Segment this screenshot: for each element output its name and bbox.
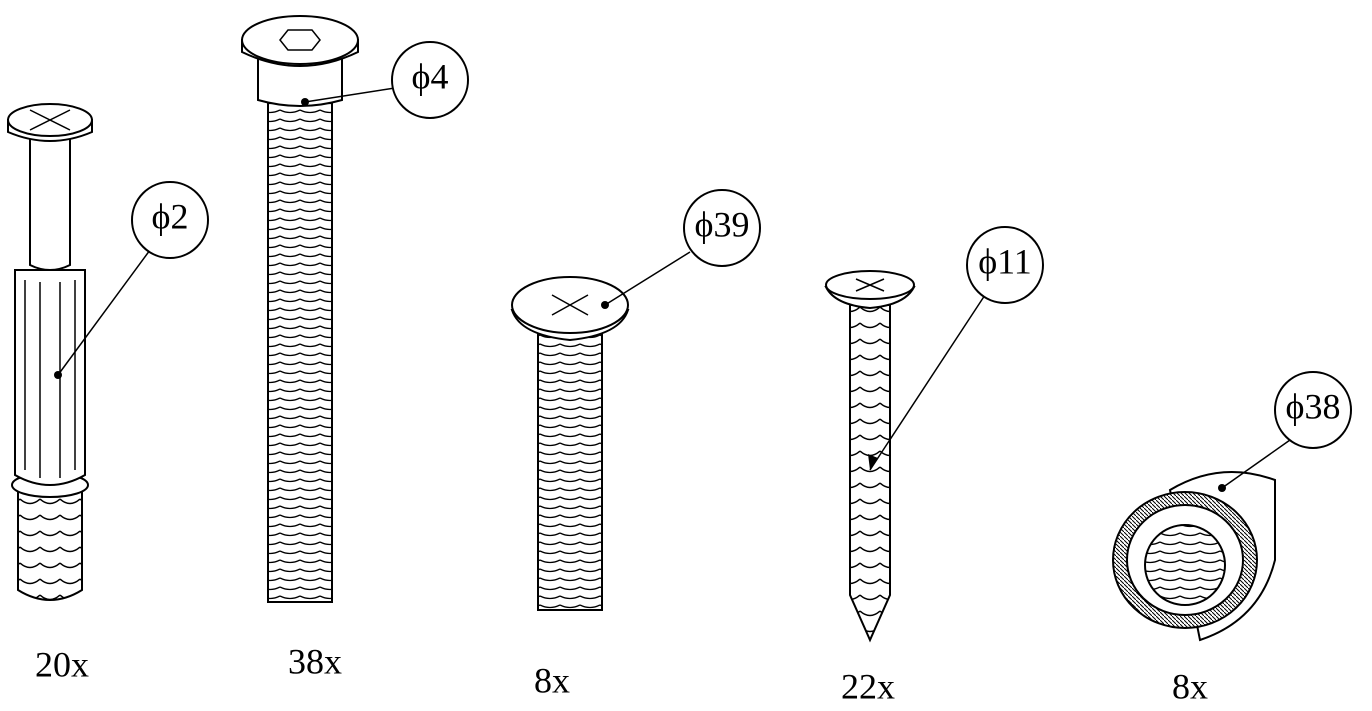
threaded-insert (1112, 471, 1276, 642)
callout-label: ϕ11 (978, 241, 1032, 281)
callouts (54, 41, 1352, 492)
callout-label: ϕ2 (152, 196, 189, 236)
callout-label: ϕ38 (1286, 386, 1341, 426)
cam-dowel (7, 103, 93, 601)
wood-screw (824, 270, 916, 643)
quantity-label: 8x (1172, 666, 1208, 706)
countersunk-bolt (510, 276, 630, 611)
quantity-label: 38x (288, 641, 342, 681)
quantity-label: 8x (534, 660, 570, 700)
quantity-label: 20x (35, 644, 89, 684)
long-bolt (241, 15, 359, 603)
quantity-label: 22x (841, 666, 895, 706)
callout-label: ϕ39 (695, 204, 750, 244)
callout-label: ϕ4 (412, 56, 449, 96)
